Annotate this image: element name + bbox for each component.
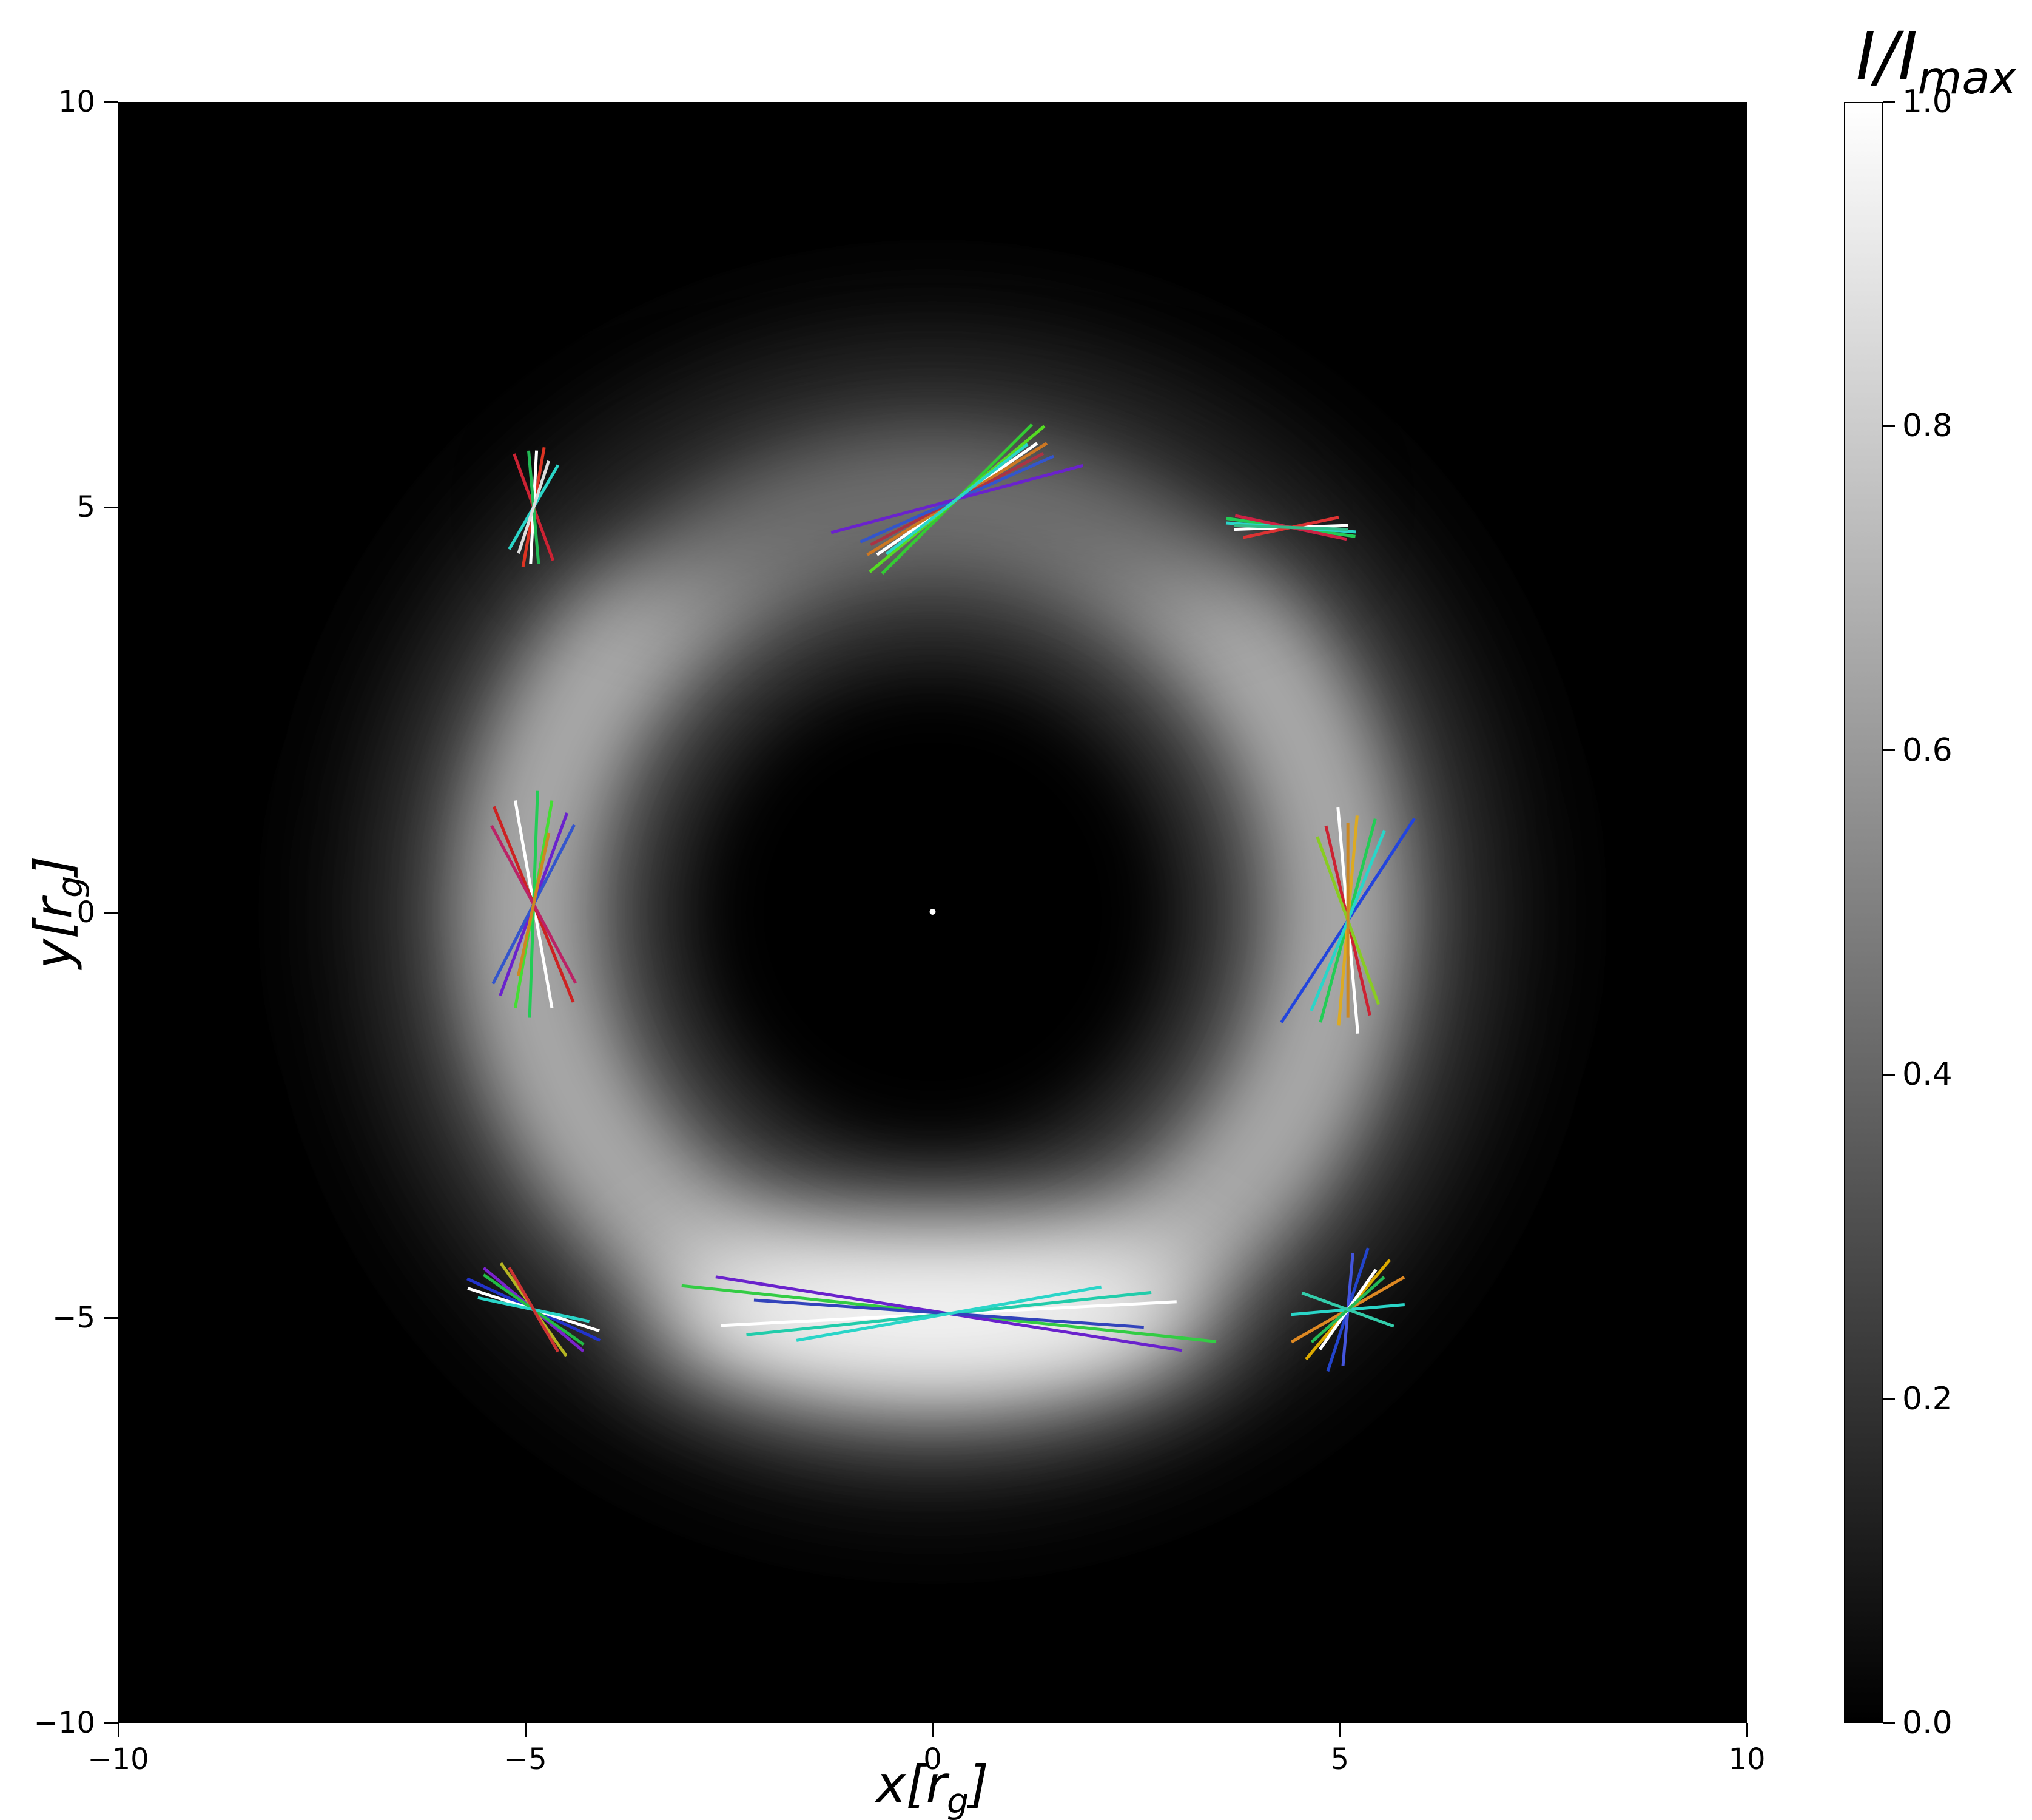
x-tick-mark <box>932 1723 934 1737</box>
polarization-tick <box>1234 524 1348 531</box>
x-axis-label: x[rg] <box>876 1756 989 1820</box>
x-tick-label: 0 <box>923 1742 942 1776</box>
y-tick-label: −10 <box>33 1706 95 1740</box>
colorbar-tick-label: 0.0 <box>1902 1705 1953 1741</box>
x-tick-mark <box>1339 1723 1341 1737</box>
polarization-tick <box>517 460 550 554</box>
y-tick-mark <box>104 911 118 914</box>
x-tick-label: −5 <box>503 1742 547 1776</box>
y-tick-label: 10 <box>58 85 95 119</box>
y-axis-label-post: ] <box>24 855 84 876</box>
colorbar-tick-label: 0.2 <box>1902 1380 1953 1417</box>
polarization-tick <box>796 1285 1102 1342</box>
colorbar-tick-mark <box>1883 425 1895 427</box>
colorbar-title-main: I/I <box>1855 18 1918 95</box>
colorbar-tick-mark <box>1883 101 1895 103</box>
center-dot <box>929 909 936 915</box>
polarization-tick <box>1301 1291 1394 1328</box>
x-axis-label-pre: x[ <box>875 1754 926 1814</box>
y-tick-label: 0 <box>76 895 95 929</box>
colorbar <box>1844 102 1883 1723</box>
x-tick-mark <box>524 1723 527 1737</box>
y-tick-label: −5 <box>52 1301 95 1335</box>
colorbar-tick-mark <box>1883 1073 1895 1076</box>
colorbar-tick-mark <box>1883 749 1895 752</box>
x-axis-label-var: r <box>926 1754 947 1814</box>
polarization-ticks <box>466 423 1416 1372</box>
polarization-tick <box>885 443 1029 556</box>
y-tick-mark <box>104 101 118 103</box>
polarization-tick <box>508 1266 560 1353</box>
y-axis-label-var: r <box>24 898 84 919</box>
colorbar-tick-label: 0.6 <box>1902 732 1953 769</box>
y-axis-label-pre: y[ <box>24 918 84 969</box>
colorbar-tick-mark <box>1883 1722 1895 1724</box>
y-tick-mark <box>104 506 118 508</box>
colorbar-tick-label: 0.8 <box>1902 408 1953 445</box>
y-axis-label-sub: g <box>50 875 90 898</box>
x-axis-label-post: ] <box>969 1754 989 1814</box>
x-tick-mark <box>117 1723 119 1737</box>
plot-area <box>118 102 1747 1723</box>
x-axis-label-sub: g <box>946 1781 969 1820</box>
x-tick-mark <box>1746 1723 1748 1737</box>
colorbar-title-sub: max <box>1917 52 2017 104</box>
intensity-image <box>118 102 1747 1723</box>
colorbar-tick-mark <box>1883 1398 1895 1400</box>
y-tick-mark <box>104 1722 118 1724</box>
x-tick-label: 5 <box>1330 1742 1350 1776</box>
x-tick-label: −10 <box>87 1742 149 1776</box>
y-tick-mark <box>104 1316 118 1319</box>
polarization-tick <box>517 832 551 976</box>
colorbar-tick-label: 1.0 <box>1902 84 1953 120</box>
y-tick-label: 5 <box>76 490 95 524</box>
x-tick-label: 10 <box>1728 1742 1766 1776</box>
colorbar-title: I/Imax <box>1856 23 2017 101</box>
colorbar-tick-label: 0.4 <box>1902 1056 1953 1093</box>
